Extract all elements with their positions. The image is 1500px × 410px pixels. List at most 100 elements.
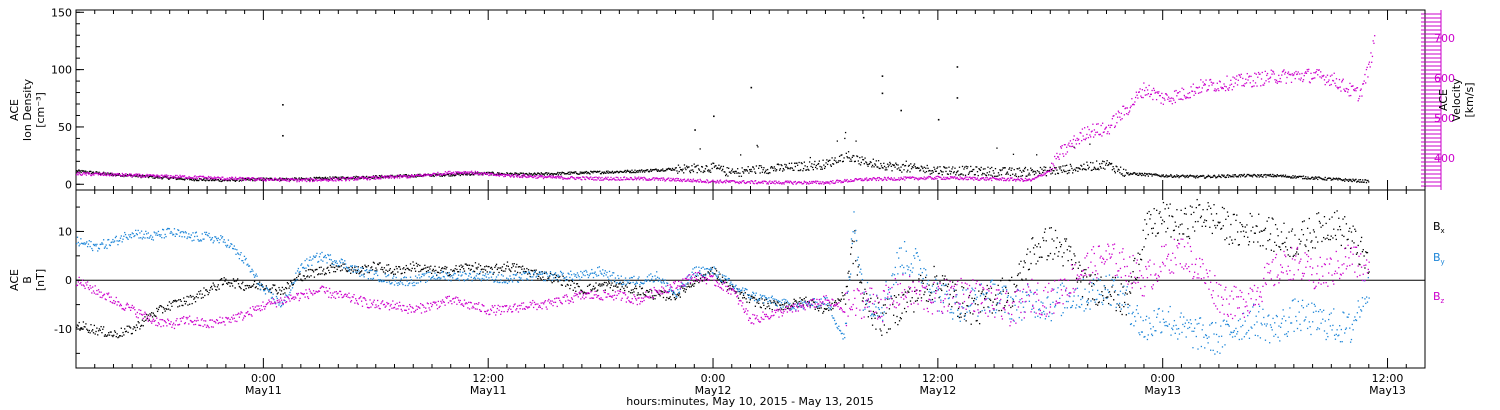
density-point <box>132 175 135 177</box>
density-point <box>460 172 462 175</box>
b-x-point <box>695 275 697 277</box>
density-point <box>366 177 369 180</box>
density-point <box>1274 175 1276 178</box>
density-point <box>78 170 81 172</box>
density-point <box>1212 176 1214 178</box>
velocity-point <box>309 180 311 183</box>
velocity-point <box>717 181 719 183</box>
b-x-point <box>866 300 869 302</box>
velocity-point <box>632 179 635 181</box>
b-x-point <box>812 301 815 303</box>
b-x-point <box>589 283 591 286</box>
velocity-point <box>904 176 907 178</box>
density-point <box>442 174 444 176</box>
b-x-point <box>313 276 316 278</box>
velocity-point <box>324 179 327 181</box>
density-point <box>1032 171 1034 173</box>
velocity-point <box>470 171 472 174</box>
b-x-point <box>592 285 595 287</box>
velocity-point <box>268 179 270 181</box>
density-point <box>677 164 680 166</box>
density-point <box>942 171 944 173</box>
b-x-point <box>790 304 793 307</box>
density-point <box>789 168 791 170</box>
b-x-point <box>845 285 848 288</box>
b-x-point <box>183 297 185 299</box>
velocity-point <box>90 174 93 177</box>
density-point <box>1155 173 1157 175</box>
velocity-point <box>690 181 692 183</box>
density-point <box>531 174 533 176</box>
density-point <box>1206 175 1208 178</box>
velocity-point <box>1170 100 1172 102</box>
b-x-point <box>882 304 885 306</box>
velocity-point <box>328 179 330 182</box>
velocity-point <box>1075 143 1078 145</box>
velocity-point <box>1292 74 1294 77</box>
velocity-point <box>914 177 916 179</box>
velocity-point <box>449 170 451 173</box>
b-tick-label-2: 10 <box>58 225 72 238</box>
velocity-point <box>452 172 454 174</box>
density-point <box>363 176 365 178</box>
velocity-point <box>88 172 91 174</box>
density-point <box>926 164 928 167</box>
velocity-point <box>1139 88 1141 90</box>
velocity-point <box>403 175 405 177</box>
velocity-point <box>1149 93 1152 96</box>
density-point <box>408 174 410 176</box>
density-point <box>572 171 575 174</box>
density-point <box>775 169 778 171</box>
density-point <box>267 177 270 180</box>
velocity-point <box>760 181 763 184</box>
velocity-point <box>540 176 542 178</box>
b-x-point <box>501 266 504 268</box>
velocity-point <box>1133 103 1135 106</box>
velocity-point <box>1335 78 1338 80</box>
velocity-point <box>351 177 353 179</box>
density-point <box>826 159 828 161</box>
density-point <box>1314 176 1317 178</box>
density-point <box>220 180 222 183</box>
density-point <box>988 171 991 173</box>
velocity-point <box>108 175 111 177</box>
b-x-point <box>894 321 896 324</box>
velocity-point <box>1130 105 1132 107</box>
density-point <box>1085 169 1087 171</box>
density-point <box>161 178 163 180</box>
density-point <box>515 172 518 175</box>
b-x-point <box>300 278 302 280</box>
velocity-point <box>532 176 534 179</box>
density-point <box>880 165 883 167</box>
velocity-point <box>551 177 554 179</box>
velocity-point <box>1267 78 1269 80</box>
velocity-point <box>658 177 660 180</box>
b-x-point <box>114 331 117 333</box>
density-point <box>360 177 362 180</box>
b-x-point <box>703 274 705 276</box>
velocity-point <box>601 176 603 179</box>
b-x-point <box>526 267 528 270</box>
density-point <box>846 156 848 158</box>
density-point <box>930 170 932 172</box>
velocity-point <box>1082 135 1084 137</box>
density-point <box>492 172 494 174</box>
velocity-point <box>1299 79 1302 81</box>
b-x-point <box>962 287 965 289</box>
b-x-point <box>230 282 232 284</box>
velocity-point <box>106 172 109 174</box>
velocity-point <box>244 179 246 181</box>
b-x-point <box>324 272 327 274</box>
velocity-point <box>325 179 327 181</box>
velocity-point <box>668 179 671 181</box>
density-point <box>722 168 724 171</box>
density-point <box>599 173 602 175</box>
velocity-point <box>1087 126 1089 128</box>
b-x-point <box>900 318 902 320</box>
b-x-point <box>94 333 96 335</box>
density-point <box>92 171 94 173</box>
density-point <box>1333 178 1335 180</box>
velocity-point <box>581 179 583 181</box>
velocity-point <box>452 171 455 173</box>
density-point <box>991 166 993 169</box>
